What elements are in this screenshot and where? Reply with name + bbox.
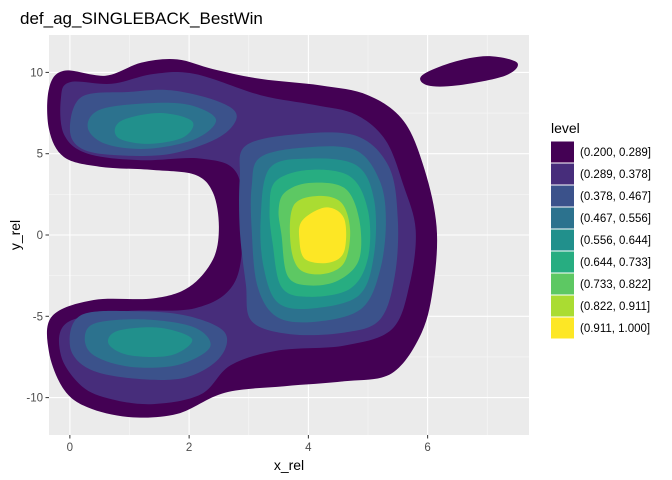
legend-key bbox=[551, 295, 574, 317]
y-axis-ticks: -10 -5 0 5 10 bbox=[26, 67, 49, 405]
legend-key bbox=[551, 273, 574, 295]
legend-label: (0.200, 0.289] bbox=[580, 147, 651, 159]
chart-title: def_ag_SINGLEBACK_BestWin bbox=[20, 9, 263, 28]
legend-label: (0.556, 0.644] bbox=[580, 235, 651, 247]
legend-key bbox=[551, 141, 574, 163]
x-axis-title: x_rel bbox=[274, 457, 304, 473]
y-axis-title: y_rel bbox=[7, 220, 23, 250]
y-tick-label: -10 bbox=[26, 393, 43, 405]
contour-region-level-5 bbox=[107, 327, 193, 358]
legend-label: (0.644, 0.733] bbox=[580, 257, 651, 269]
y-tick-label: 10 bbox=[30, 67, 43, 79]
contour-region-level-9 bbox=[298, 207, 347, 264]
legend-label: (0.378, 0.467] bbox=[580, 191, 651, 203]
legend-label: (0.733, 0.822] bbox=[580, 279, 651, 291]
legend: level (0.200, 0.289] (0.289, 0.378] (0.378… bbox=[551, 120, 651, 339]
density-contours bbox=[46, 56, 518, 418]
y-tick-label: 5 bbox=[37, 149, 43, 161]
legend-key bbox=[551, 185, 574, 207]
legend-label: (0.467, 0.556] bbox=[580, 213, 651, 225]
legend-label: (0.822, 0.911] bbox=[580, 301, 650, 313]
y-tick-label: 0 bbox=[37, 230, 43, 242]
legend-key bbox=[551, 163, 574, 185]
y-tick-label: -5 bbox=[33, 311, 43, 323]
x-tick-label: 6 bbox=[424, 442, 430, 454]
x-axis-ticks: 0 2 4 6 bbox=[67, 435, 431, 454]
x-tick-label: 2 bbox=[186, 442, 192, 454]
legend-title: level bbox=[551, 120, 580, 136]
legend-key bbox=[551, 229, 574, 251]
legend-label: (0.911, 1.000] bbox=[580, 323, 650, 335]
contour-region-level-5 bbox=[114, 113, 194, 144]
contour-region-level-1 bbox=[420, 56, 518, 87]
legend-label: (0.289, 0.378] bbox=[580, 169, 651, 181]
legend-key bbox=[551, 207, 574, 229]
legend-key bbox=[551, 251, 574, 273]
x-tick-label: 4 bbox=[305, 442, 312, 454]
legend-key bbox=[551, 317, 574, 339]
x-tick-label: 0 bbox=[67, 442, 73, 454]
